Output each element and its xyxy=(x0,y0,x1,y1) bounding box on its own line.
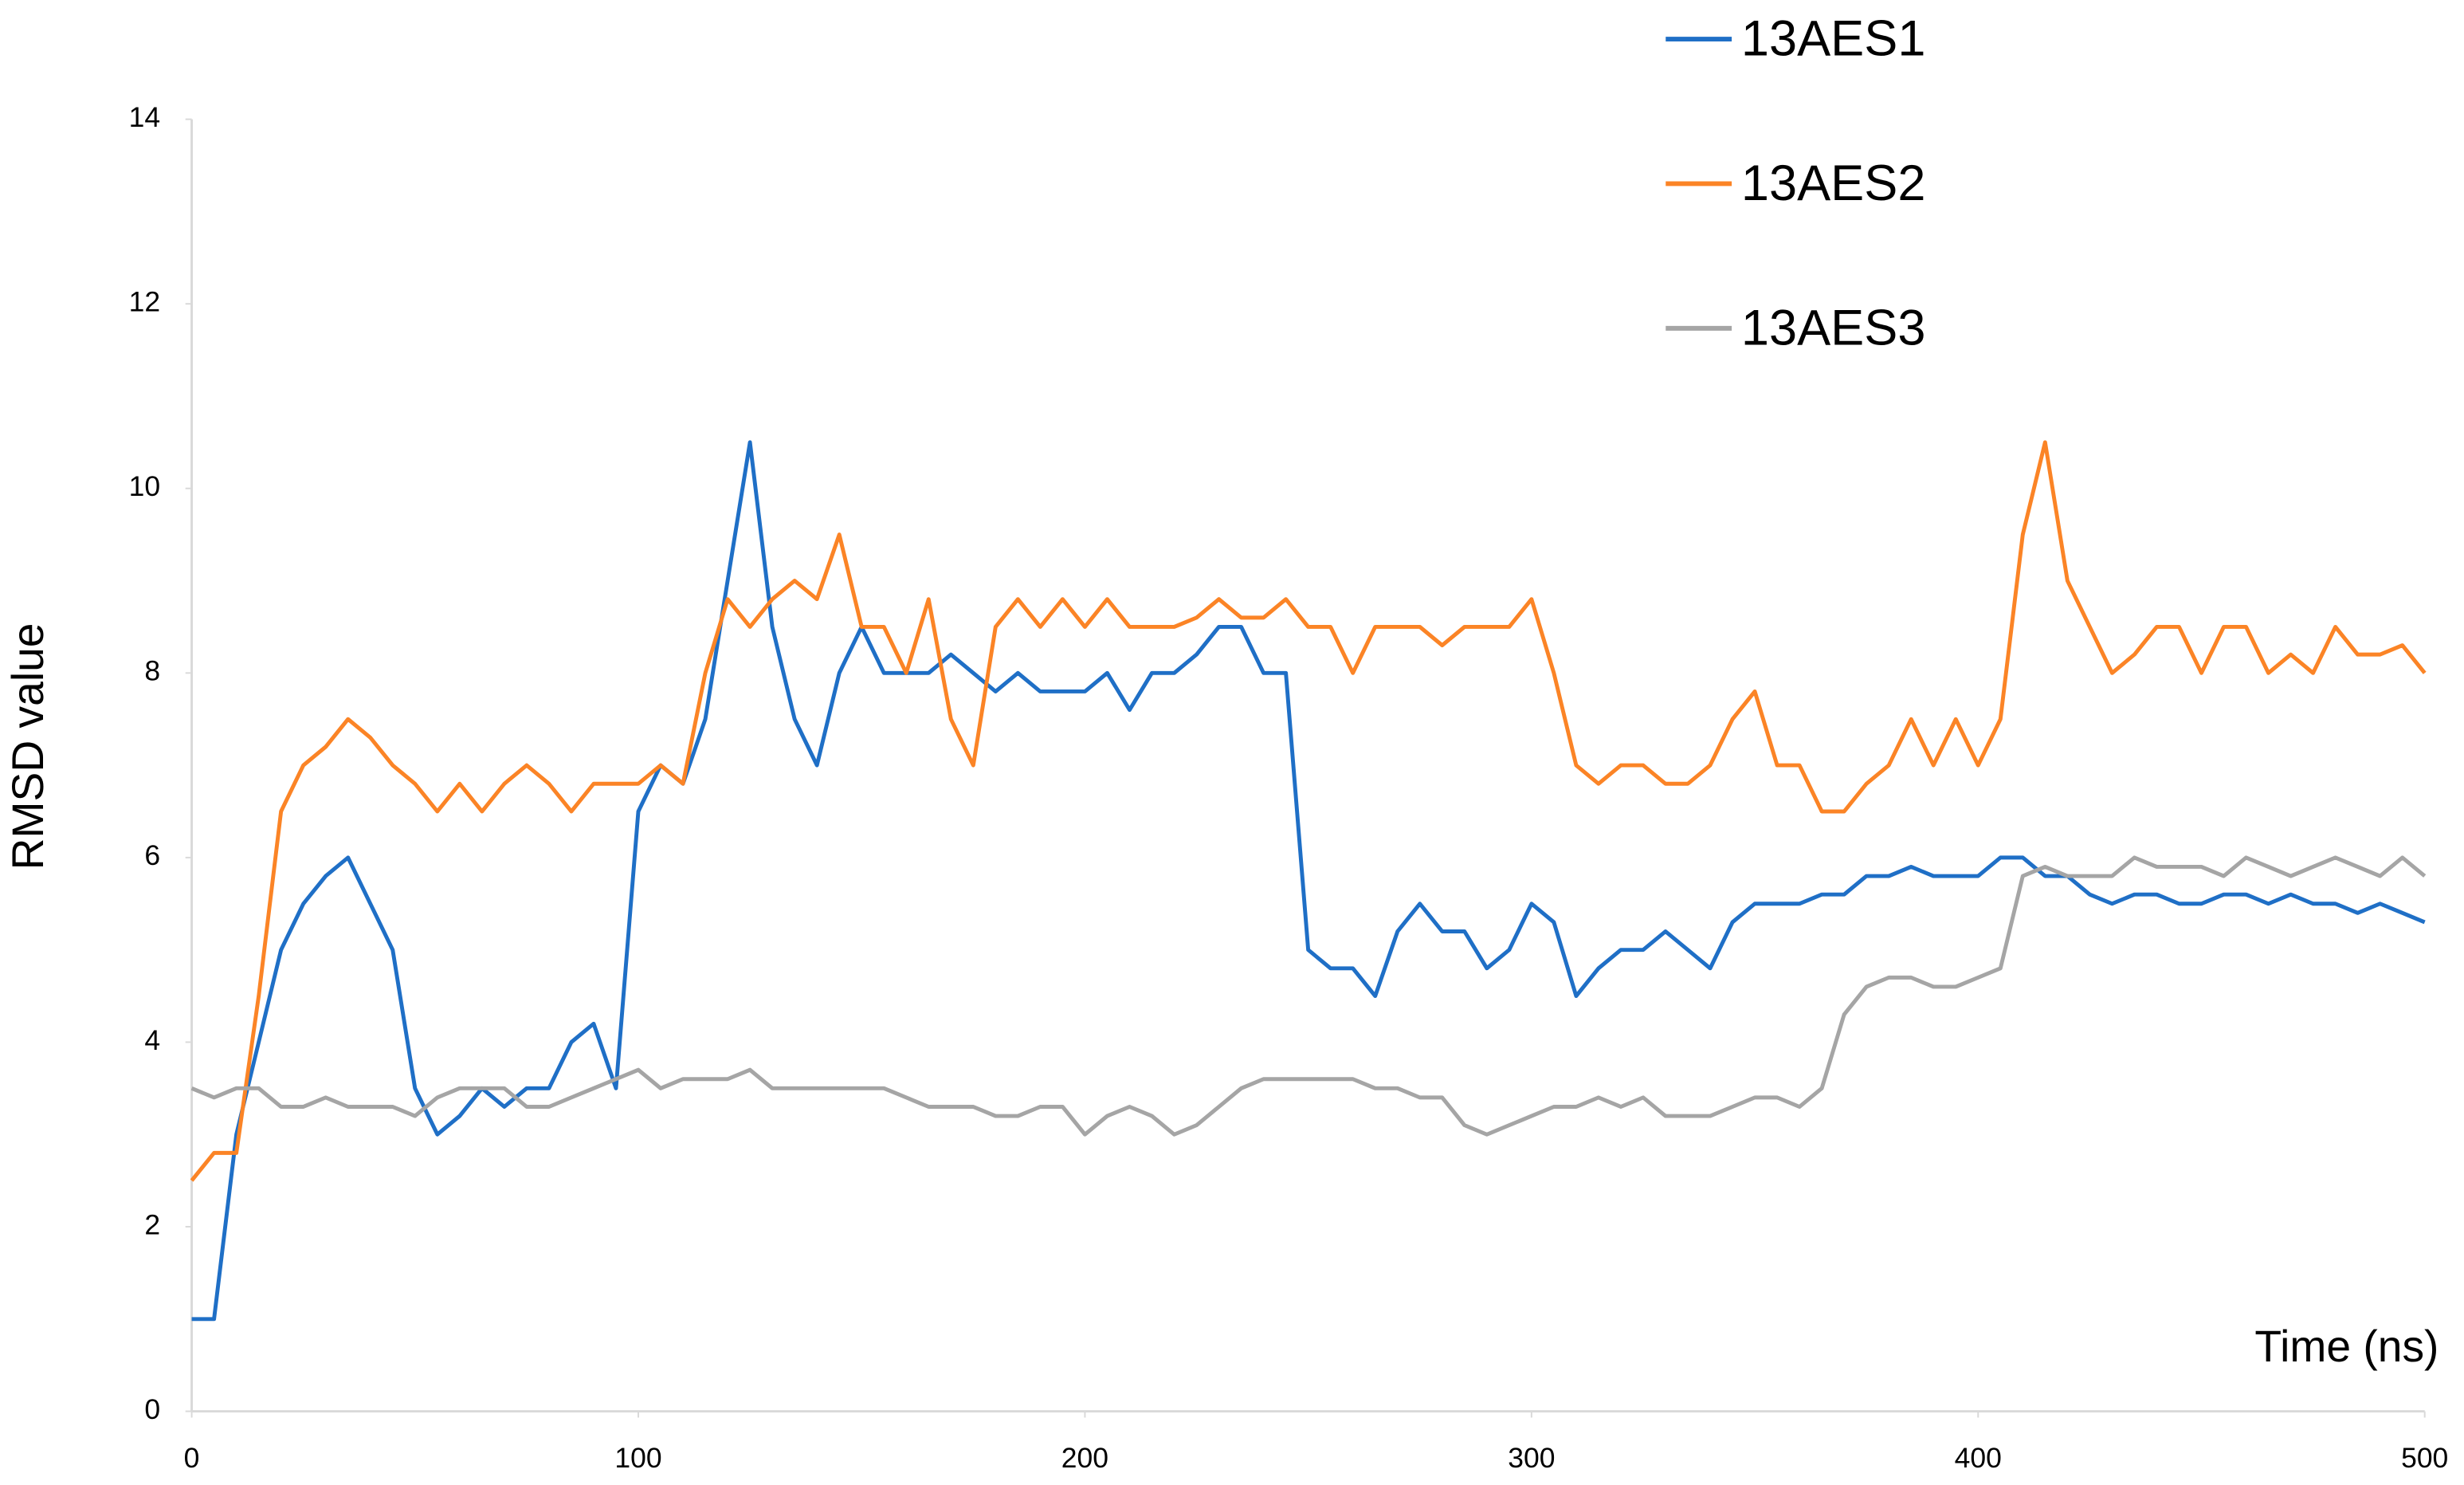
y-tick-label: 8 xyxy=(144,655,160,687)
y-tick-label: 6 xyxy=(144,839,160,871)
series-line xyxy=(190,855,2427,1137)
y-tick-label: 4 xyxy=(144,1024,160,1056)
y-axis-title: RMSD value xyxy=(3,623,53,870)
legend-label: 13AES2 xyxy=(1741,155,1926,211)
series-line xyxy=(191,440,2426,1322)
y-tick-label: 0 xyxy=(144,1393,160,1425)
x-tick-label: 500 xyxy=(2401,1442,2448,1474)
x-tick-label: 0 xyxy=(184,1442,200,1474)
y-tick-label: 10 xyxy=(129,470,160,502)
y-tick-label: 2 xyxy=(144,1208,160,1240)
x-tick-label: 200 xyxy=(1061,1442,1108,1474)
series-line xyxy=(190,440,2427,1182)
x-tick-label: 100 xyxy=(614,1442,661,1474)
legend-label: 13AES3 xyxy=(1741,301,1926,356)
legend-label: 13AES1 xyxy=(1741,11,1926,67)
x-tick-label: 400 xyxy=(1955,1442,2002,1474)
y-tick-label: 14 xyxy=(129,101,160,133)
x-axis-title: Time (ns) xyxy=(2254,1322,2438,1371)
y-tick-label: 12 xyxy=(129,286,160,318)
x-tick-label: 300 xyxy=(1508,1442,1555,1474)
